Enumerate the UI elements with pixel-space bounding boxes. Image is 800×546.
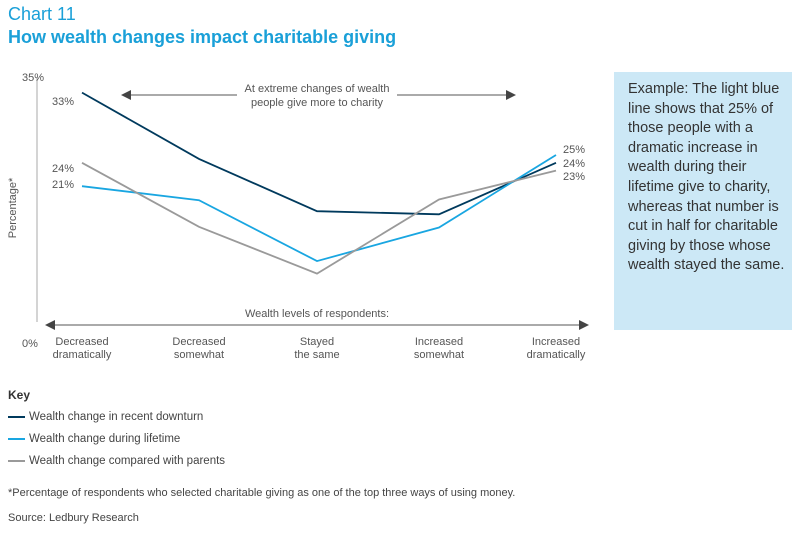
key-item-compared-parents: Wealth change compared with parents xyxy=(8,455,225,467)
x-tick-label: Increased xyxy=(415,336,463,348)
source: Source: Ledbury Research xyxy=(8,512,139,524)
key-swatch xyxy=(8,416,25,418)
x-tick-label: somewhat xyxy=(174,349,224,361)
top-arrowhead-right xyxy=(506,90,516,100)
key-label: Wealth change in recent downturn xyxy=(29,411,204,423)
key-label: Wealth change during lifetime xyxy=(29,433,181,445)
series-line-2 xyxy=(81,154,557,263)
top-annotation-line-1: At extreme changes of wealth xyxy=(245,83,390,95)
series-line-3 xyxy=(81,162,557,275)
key-swatch xyxy=(8,460,25,462)
x-tick-label: Decreased xyxy=(172,336,225,348)
data-label-left: 33% xyxy=(52,96,74,108)
x-arrowhead-left xyxy=(45,320,55,330)
footnote: *Percentage of respondents who selected … xyxy=(8,487,516,499)
x-tick-label: the same xyxy=(294,349,339,361)
y-tick-label-max: 35% xyxy=(22,72,44,84)
series-line-1 xyxy=(81,91,557,216)
key-label: Wealth change compared with parents xyxy=(29,455,226,467)
x-tick-label: Increased xyxy=(532,336,580,348)
data-label-right: 23% xyxy=(563,171,585,183)
x-tick-label: Decreased xyxy=(55,336,108,348)
x-axis-label: Wealth levels of respondents: xyxy=(245,308,389,320)
x-arrowhead-right xyxy=(579,320,589,330)
y-axis-label: Percentage* xyxy=(7,177,19,238)
key-item-recent-downturn: Wealth change in recent downturn xyxy=(8,411,203,423)
example-callout: Example: The light blue line shows that … xyxy=(614,72,792,330)
key-swatch xyxy=(8,438,25,440)
chart-title: How wealth changes impact charitable giv… xyxy=(8,27,397,47)
chart-number: Chart 11 xyxy=(8,4,76,24)
data-label-right: 24% xyxy=(563,158,585,170)
x-tick-label: Stayed xyxy=(300,336,334,348)
top-arrowhead-left xyxy=(121,90,131,100)
key-item-lifetime: Wealth change during lifetime xyxy=(8,433,180,445)
key-title: Key xyxy=(8,388,31,402)
x-tick-label: dramatically xyxy=(527,349,586,361)
top-annotation-line-2: people give more to charity xyxy=(251,97,384,109)
data-label-left: 21% xyxy=(52,179,74,191)
x-tick-label: dramatically xyxy=(53,349,112,361)
data-label-left: 24% xyxy=(52,163,74,175)
y-tick-label-min: 0% xyxy=(22,338,38,350)
x-tick-label: somewhat xyxy=(414,349,464,361)
data-label-right: 25% xyxy=(563,144,585,156)
